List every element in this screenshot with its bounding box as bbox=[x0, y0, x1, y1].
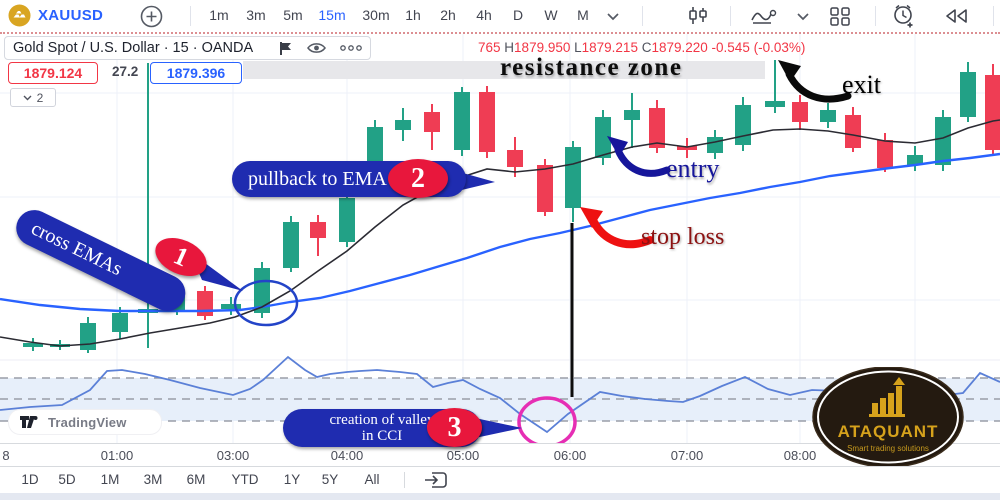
cci-value-label: 27.2 bbox=[112, 64, 139, 79]
ema-slow-value-box: 1879.396 bbox=[150, 62, 242, 84]
range-1D[interactable]: 1D bbox=[21, 472, 39, 487]
tradingview-logo-icon bbox=[20, 416, 38, 428]
tradingview-watermark: TradingView bbox=[8, 409, 162, 435]
cross-emas-circle bbox=[233, 279, 299, 327]
timeframe-1h[interactable]: 1h bbox=[405, 7, 421, 23]
indicators-icon[interactable] bbox=[750, 6, 778, 26]
ataquant-tagline: Smart trading solutions bbox=[847, 444, 929, 453]
time-tick-06:00: 06:00 bbox=[553, 448, 587, 463]
timeframe-M[interactable]: M bbox=[577, 7, 589, 23]
exit-arrow bbox=[778, 60, 852, 103]
range-6M[interactable]: 6M bbox=[186, 472, 206, 487]
ataquant-logo: ATAQUANT Smart trading solutions bbox=[812, 366, 964, 468]
range-1Y[interactable]: 1Y bbox=[283, 472, 301, 487]
range-5Y[interactable]: 5Y bbox=[321, 472, 339, 487]
range-5D[interactable]: 5D bbox=[58, 472, 76, 487]
range-YTD[interactable]: YTD bbox=[231, 472, 259, 487]
top-toolbar: XAUUSD 1m 3m 5m 15m 30m 1h 2h 4h D W M bbox=[0, 0, 1000, 32]
range-1M[interactable]: 1M bbox=[100, 472, 120, 487]
callout-cci-valley-line1: creation of valley bbox=[329, 412, 435, 428]
toolbar-divider bbox=[642, 6, 643, 26]
ohlc-open: 765 bbox=[478, 40, 501, 55]
ohlc-readout: 765 H1879.950 L1879.215 C1879.220 -0.545… bbox=[478, 40, 805, 55]
timeframe-W[interactable]: W bbox=[544, 7, 558, 23]
toolbar-chart-divider bbox=[0, 32, 1000, 34]
timeframe-4h[interactable]: 4h bbox=[476, 7, 492, 23]
symbol-legend: Gold Spot / U.S. Dollar · 15 · OANDA bbox=[4, 36, 372, 60]
time-tick-08:00: 08:00 bbox=[783, 448, 817, 463]
step-badge-3: 3 bbox=[427, 408, 482, 447]
bottom-toolbar-divider bbox=[404, 472, 405, 488]
stop-loss-arrow bbox=[580, 207, 654, 249]
entry-arrow bbox=[607, 136, 671, 177]
symbol-name[interactable]: XAUUSD bbox=[38, 7, 104, 24]
toolbar-divider bbox=[730, 6, 731, 26]
layout-grid-icon[interactable] bbox=[829, 6, 851, 26]
time-tick-03:00: 03:00 bbox=[216, 448, 250, 463]
ohlc-close: 1879.220 bbox=[651, 40, 708, 55]
ohlc-close-label: C bbox=[641, 40, 652, 55]
timeframe-5m[interactable]: 5m bbox=[283, 7, 303, 23]
flag-icon[interactable] bbox=[279, 41, 293, 56]
time-tick-04:00: 04:00 bbox=[330, 448, 364, 463]
bottom-toolbar: 1D 5D 1M 3M 6M YTD 1Y 5Y All bbox=[0, 466, 1000, 494]
timeframe-D[interactable]: D bbox=[512, 7, 524, 23]
ema-fast-value-box: 1879.124 bbox=[8, 62, 98, 84]
step-badge-2: 2 bbox=[388, 159, 448, 198]
callout-pullback-ema-text: pullback to EMA bbox=[248, 167, 387, 190]
ohlc-change: -0.545 (-0.03%) bbox=[711, 40, 806, 55]
ataquant-bars-icon bbox=[869, 377, 905, 417]
ataquant-name: ATAQUANT bbox=[838, 422, 939, 441]
toolbar-divider bbox=[190, 6, 191, 26]
chevron-down-icon bbox=[23, 95, 32, 100]
timeframe-chevron-down-icon[interactable] bbox=[606, 12, 620, 21]
callout-cci-valley-line2: in CCI bbox=[361, 428, 403, 444]
stop-loss-label: stop loss bbox=[641, 224, 725, 250]
cci-line bbox=[0, 355, 1000, 434]
alert-clock-plus-icon[interactable] bbox=[891, 4, 917, 28]
timeframe-15m[interactable]: 15m bbox=[318, 7, 346, 23]
range-All[interactable]: All bbox=[364, 472, 380, 487]
toolbar-divider bbox=[875, 6, 876, 26]
symbol-logo-icon bbox=[8, 4, 31, 27]
time-tick-07:00: 07:00 bbox=[670, 448, 704, 463]
candlestick-style-icon[interactable] bbox=[687, 6, 709, 26]
indicators-chevron-down-icon[interactable] bbox=[796, 12, 810, 21]
timeframe-3m[interactable]: 3m bbox=[246, 7, 266, 23]
exit-label: exit bbox=[842, 70, 881, 99]
resistance-zone-label: resistance zone bbox=[500, 54, 683, 81]
collapse-count: 2 bbox=[36, 90, 44, 105]
more-options-icon[interactable] bbox=[340, 45, 362, 51]
chart-title: Gold Spot / U.S. Dollar · 15 · OANDA bbox=[13, 40, 254, 56]
ohlc-low: 1879.215 bbox=[581, 40, 638, 55]
go-to-date-icon[interactable] bbox=[424, 471, 448, 489]
bottom-edge-strip bbox=[0, 493, 1000, 500]
time-tick-8: 8 bbox=[2, 448, 10, 463]
resistance-zone-band bbox=[243, 61, 765, 79]
ema-slow-line bbox=[0, 152, 1000, 313]
time-tick-05:00: 05:00 bbox=[446, 448, 480, 463]
eye-icon[interactable] bbox=[307, 41, 327, 55]
tradingview-watermark-text: TradingView bbox=[48, 414, 127, 430]
legend-collapse-button[interactable]: 2 bbox=[10, 88, 56, 107]
timeframe-2h[interactable]: 2h bbox=[440, 7, 456, 23]
toolbar-divider bbox=[993, 6, 994, 26]
ema-fast-line bbox=[0, 119, 1000, 347]
time-tick-01:00: 01:00 bbox=[100, 448, 134, 463]
replay-icon[interactable] bbox=[944, 8, 970, 24]
ohlc-low-label: L bbox=[574, 40, 582, 55]
ohlc-high-label: H bbox=[504, 40, 515, 55]
range-3M[interactable]: 3M bbox=[143, 472, 163, 487]
timeframe-30m[interactable]: 30m bbox=[362, 7, 390, 23]
entry-label: entry bbox=[666, 154, 720, 183]
callout3-tail bbox=[475, 418, 522, 438]
compare-add-icon[interactable] bbox=[140, 5, 163, 28]
timeframe-1m[interactable]: 1m bbox=[209, 7, 229, 23]
ohlc-high: 1879.950 bbox=[514, 40, 571, 55]
callout-pullback-ema: pullback to EMA bbox=[232, 161, 466, 197]
